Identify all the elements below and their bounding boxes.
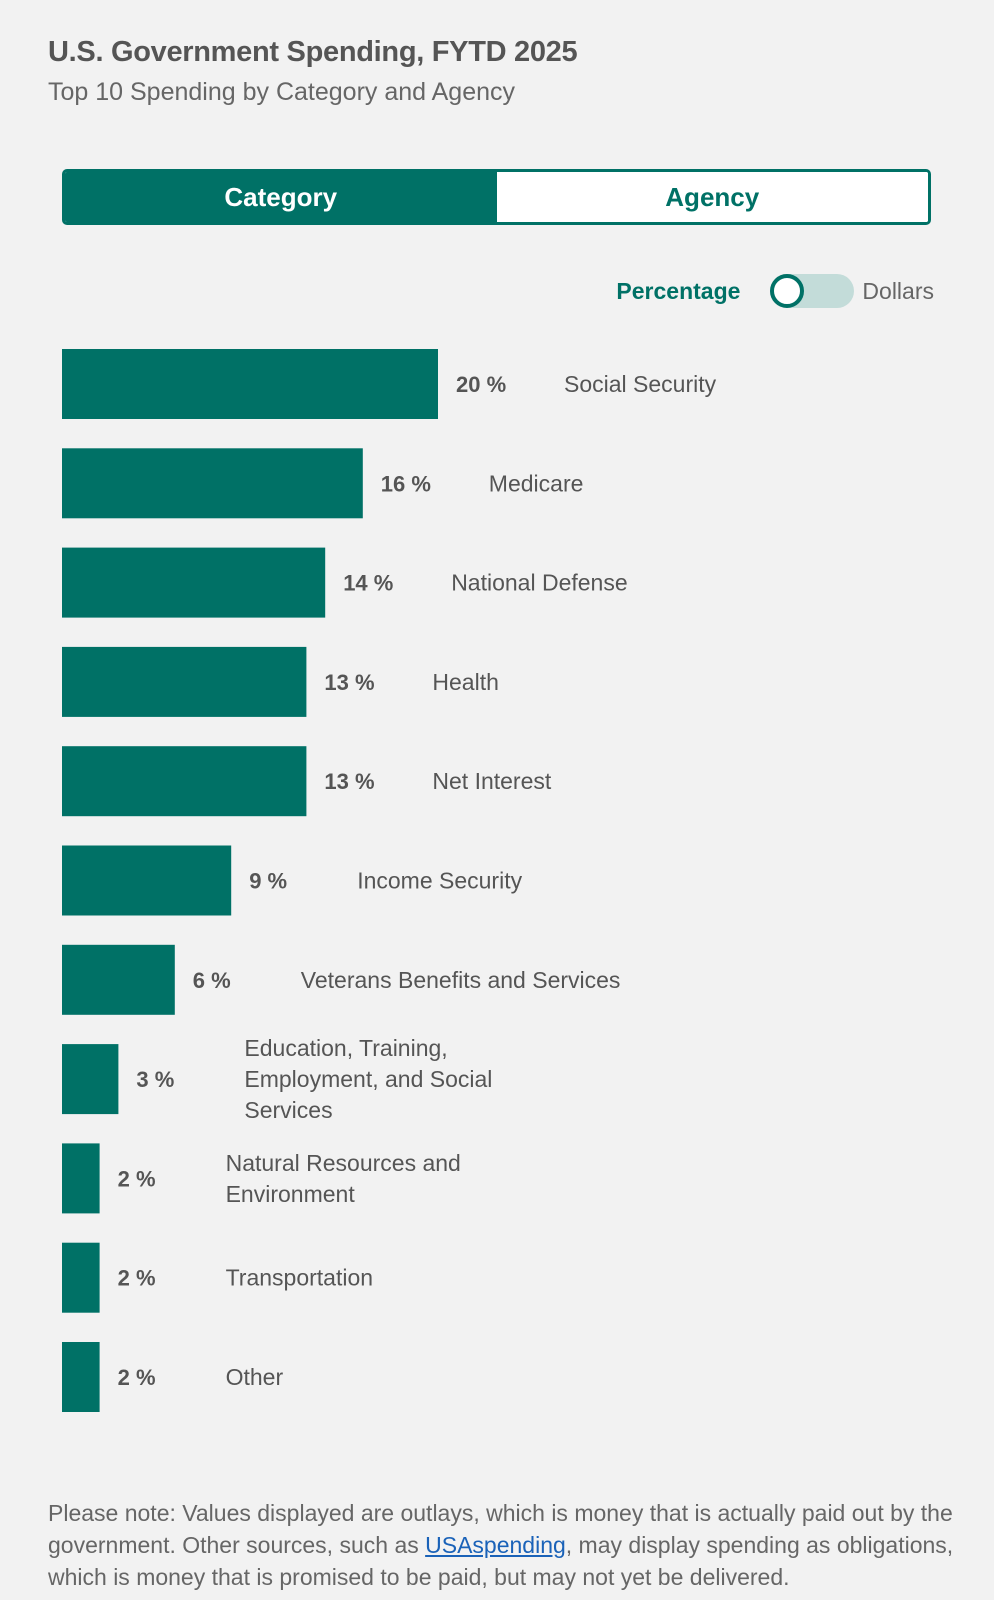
value-label-5: 9 % [249,869,287,894]
category-label-line: Medicare [489,470,584,496]
toggle-knob[interactable] [770,274,805,308]
category-label-6: Veterans Benefits and Services [301,967,621,993]
footnote: Please note: Values displayed are outlay… [48,1497,968,1593]
category-label-10: Other [226,1364,284,1390]
category-label-2: National Defense [451,570,627,596]
bar-6 [62,944,175,1015]
category-label-line: Natural Resources and [226,1150,461,1176]
category-label-line: Employment, and Social [244,1066,492,1092]
bar-8 [62,1143,100,1214]
bar-3 [62,646,307,717]
percentage-label[interactable]: Percentage [616,277,741,304]
value-label-7: 3 % [136,1067,174,1092]
chart-subtitle: Top 10 Spending by Category and Agency [48,78,516,106]
footnote-text-end: , may display spending as obligations, w… [48,1532,954,1590]
category-label-line: Environment [226,1181,356,1207]
tab-category[interactable]: Category [65,172,497,222]
unit-toggle-row: Percentage Dollars [616,272,934,310]
bar-1 [62,448,363,519]
value-label-9: 2 % [118,1266,156,1291]
footnote-text-start: Please note: Values displayed are outlay… [48,1500,953,1558]
category-label-0: Social Security [564,371,717,397]
category-label-line: Health [432,669,498,695]
value-label-0: 20 % [456,372,506,397]
value-label-2: 14 % [343,571,393,596]
category-label-1: Medicare [489,470,584,496]
value-label-1: 16 % [381,471,431,496]
bar-2 [62,547,326,618]
value-label-6: 6 % [193,968,231,993]
category-label-line: Income Security [357,868,522,894]
bar-0 [62,349,438,419]
value-label-4: 13 % [324,769,374,794]
view-tabs: Category Agency [62,169,931,225]
category-label-7: Education, Training, Employment, and Soci… [244,1035,492,1123]
value-label-8: 2 % [118,1166,156,1191]
category-label-line: Veterans Benefits and Services [301,967,621,993]
value-label-3: 13 % [324,670,374,695]
bar-7 [62,1044,119,1115]
dollars-label[interactable]: Dollars [862,277,934,304]
category-label-line: National Defense [451,570,627,596]
bar-10 [62,1342,100,1412]
category-label-3: Health [432,669,498,695]
bar-5 [62,845,232,916]
bar-4 [62,746,307,817]
bar-9 [62,1242,100,1313]
category-label-line: Services [244,1097,332,1123]
category-label-line: Other [226,1364,284,1390]
category-label-line: Transportation [226,1265,373,1291]
category-label-8: Natural Resources and Environment [226,1150,461,1207]
category-label-5: Income Security [357,868,522,894]
tab-agency[interactable]: Agency [496,172,928,222]
category-label-line: Net Interest [432,768,551,794]
unit-toggle-switch[interactable] [770,274,855,308]
category-label-9: Transportation [226,1265,373,1291]
category-label-4: Net Interest [432,768,551,794]
usaspending-link[interactable]: USAspending [425,1532,566,1558]
category-label-line: Social Security [564,371,717,397]
category-label-line: Education, Training, [244,1035,447,1061]
value-label-10: 2 % [118,1365,156,1390]
chart-title: U.S. Government Spending, FYTD 2025 [48,36,578,68]
